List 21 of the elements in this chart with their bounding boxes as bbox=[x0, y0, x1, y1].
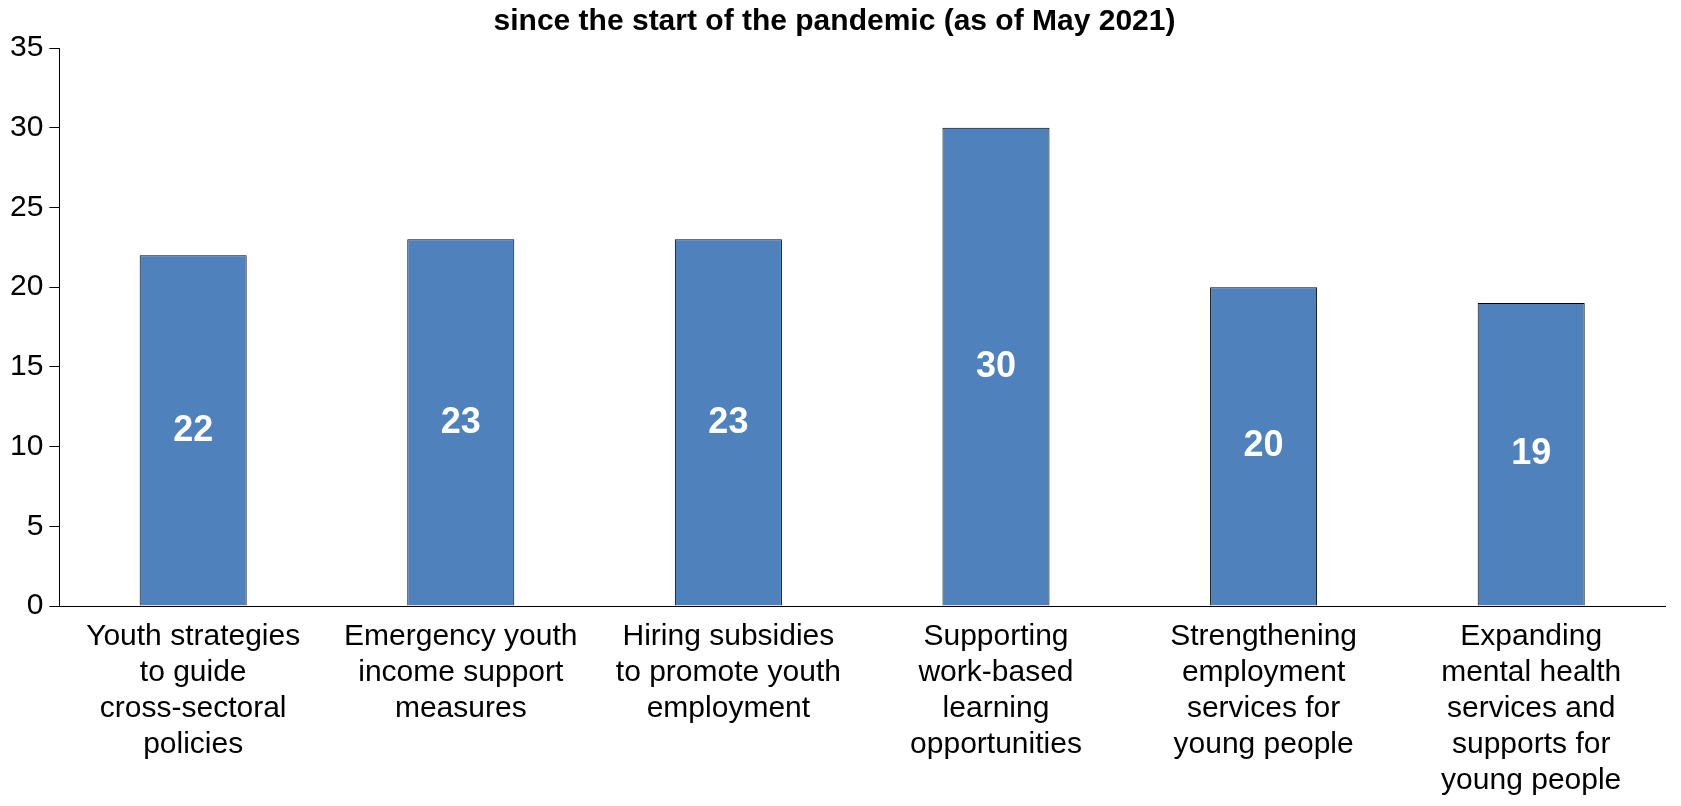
chart-title: since the start of the pandemic (as of May 2021) bbox=[493, 3, 1176, 37]
data-label: 22 bbox=[173, 407, 214, 449]
x-tick-label: Youth strategies to guide cross-sectoral policies bbox=[86, 618, 301, 760]
x-tick-label: Hiring subsidies to promote youth employment bbox=[615, 618, 841, 724]
y-tick-label: 5 bbox=[26, 507, 44, 541]
y-tick-label: 0 bbox=[26, 587, 44, 621]
data-label: 19 bbox=[1511, 431, 1552, 473]
y-tick-label: 20 bbox=[9, 268, 44, 302]
data-label: 23 bbox=[708, 399, 749, 441]
data-label: 30 bbox=[975, 343, 1017, 385]
y-tick-label: 35 bbox=[9, 29, 44, 63]
y-tick-label: 10 bbox=[9, 427, 44, 461]
x-tick-label: Supporting work-based learning opportunities bbox=[910, 618, 1082, 760]
data-label: 23 bbox=[440, 399, 481, 441]
y-tick-label: 15 bbox=[9, 348, 44, 382]
x-tick-label: Expanding mental health services and supports for young people bbox=[1441, 618, 1622, 796]
x-tick-label: Strengthening employment services for young people bbox=[1170, 618, 1357, 760]
data-label: 20 bbox=[1243, 423, 1284, 465]
y-tick-label: 30 bbox=[9, 108, 44, 142]
x-tick-label: Emergency youth income support measures bbox=[344, 618, 578, 724]
y-tick-label: 25 bbox=[9, 188, 44, 222]
